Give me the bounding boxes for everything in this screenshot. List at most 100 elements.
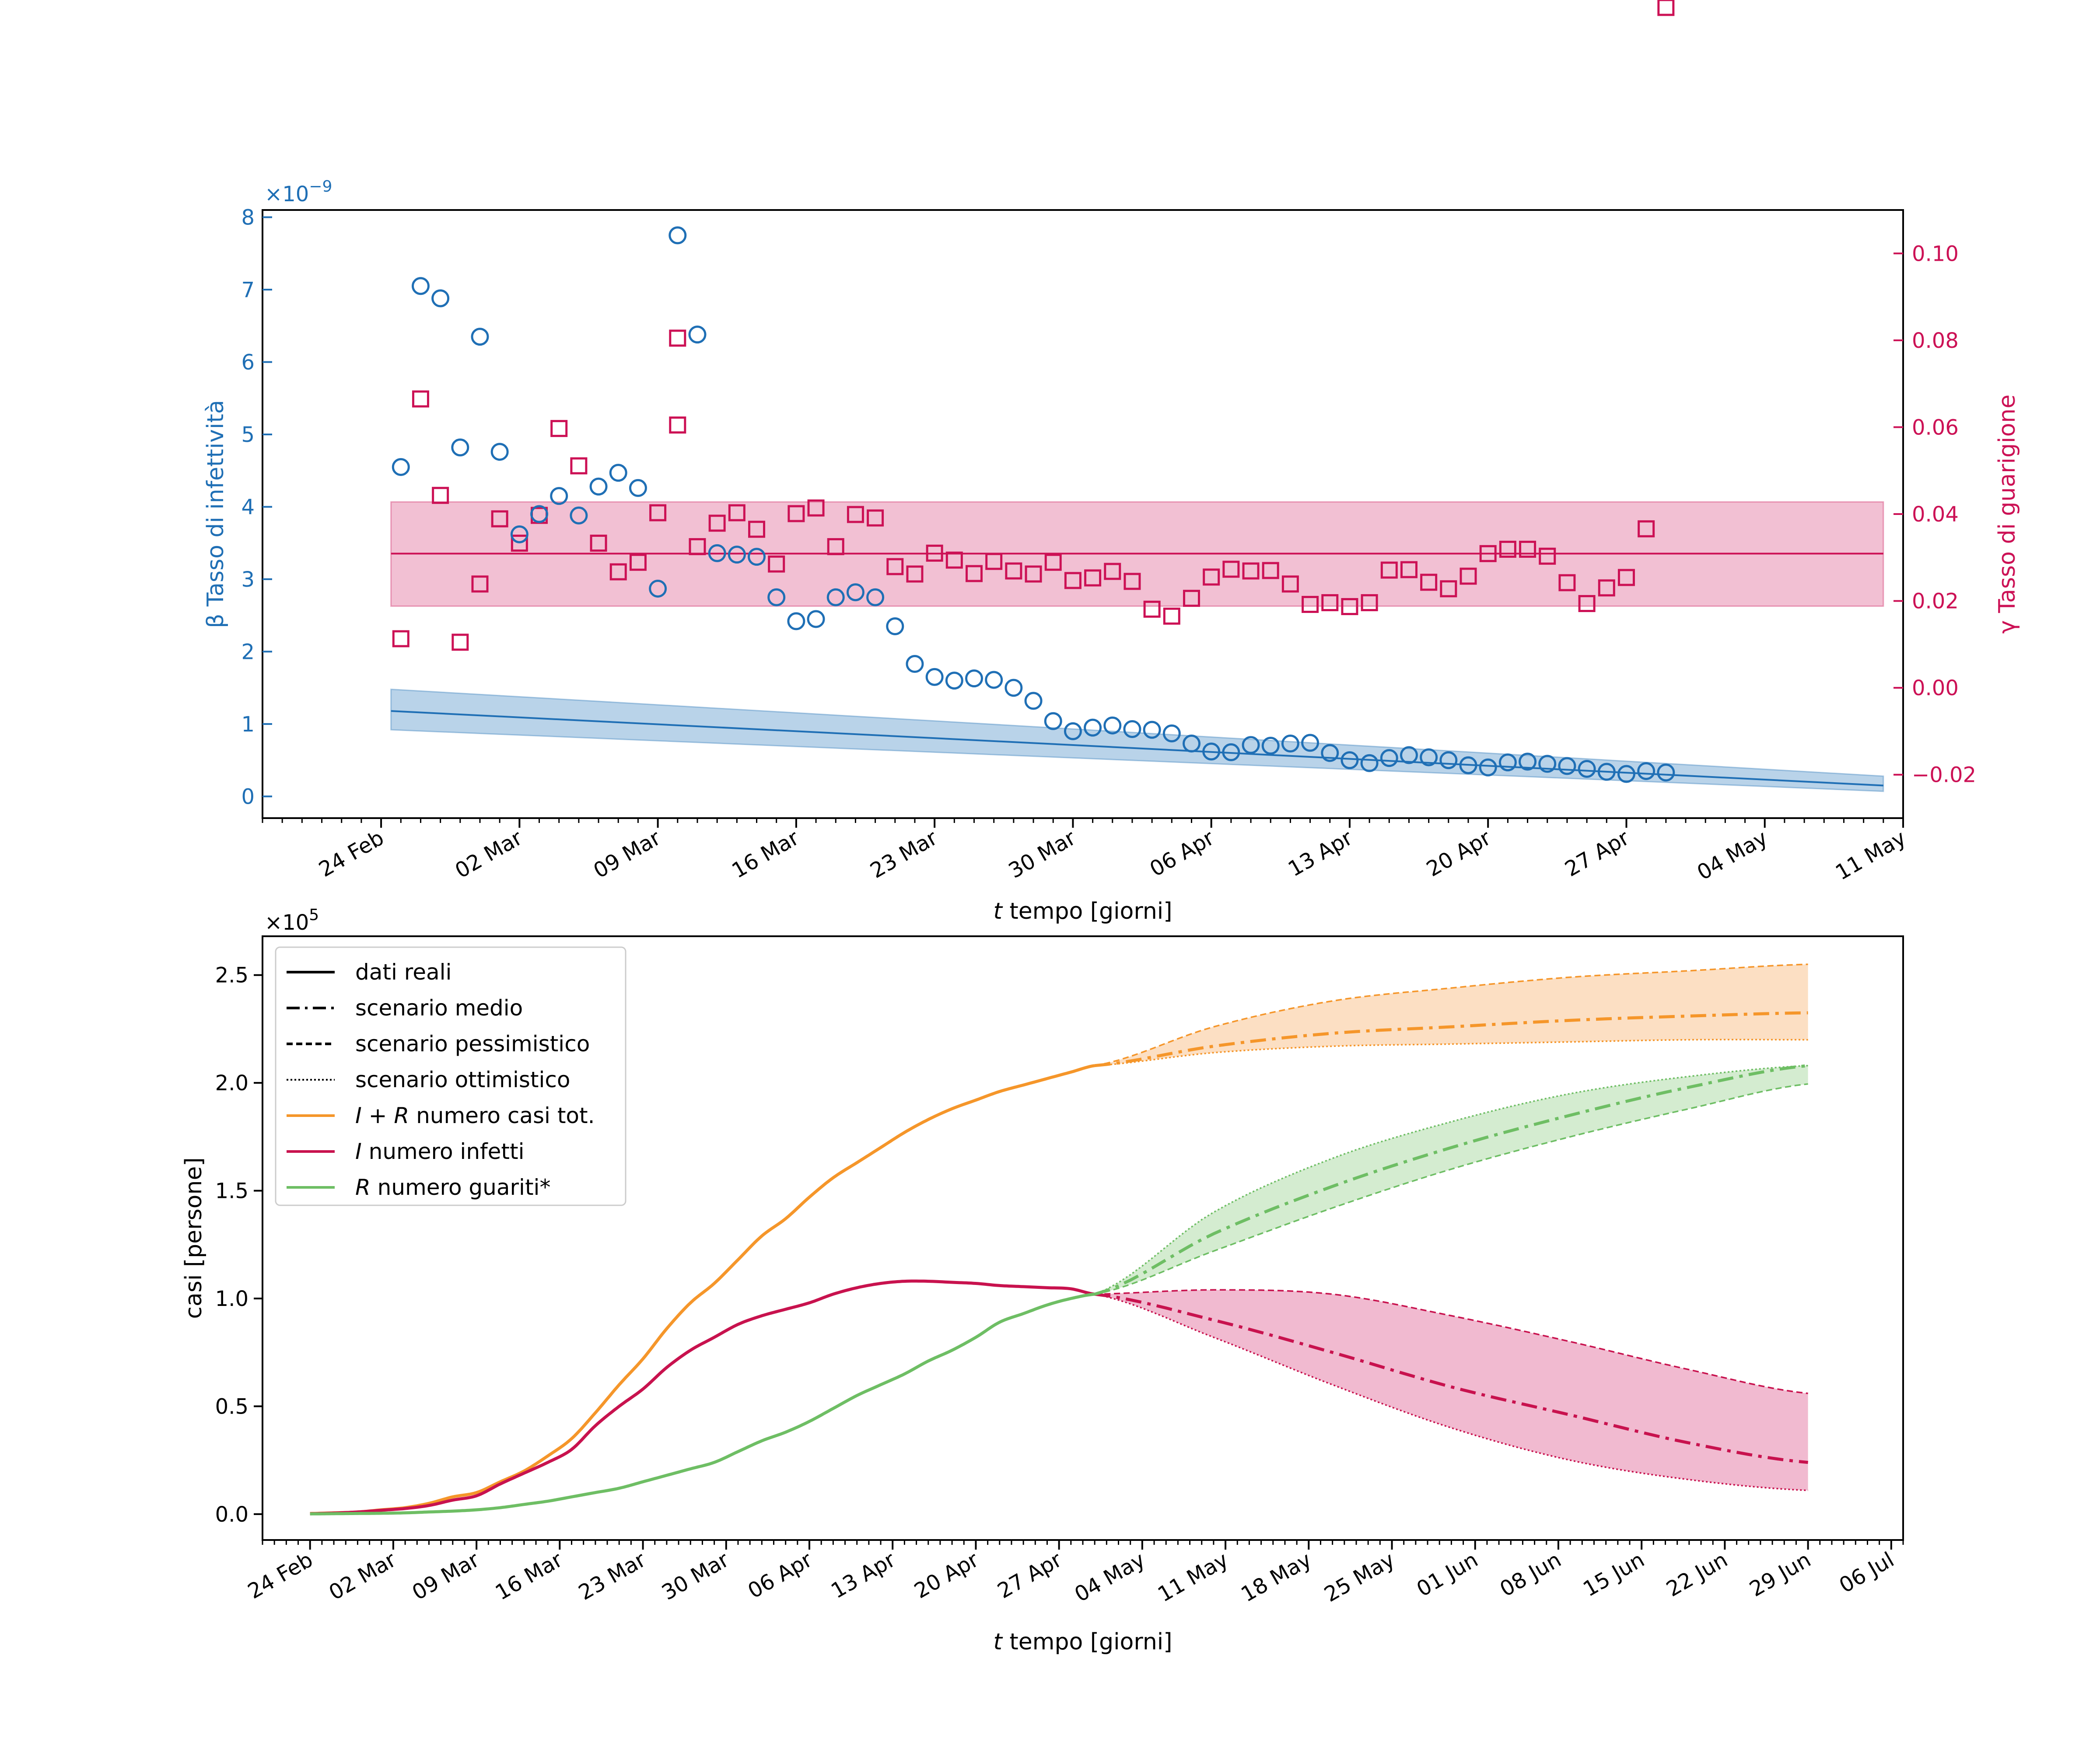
bottom-series-lines	[310, 963, 1808, 1516]
y-tick-label: 2.0	[215, 1071, 248, 1096]
total-cases-pessimistic-line	[1094, 963, 1808, 1067]
top-left-y-axis: 0 1 2 3 4 5 6 7 8	[241, 206, 272, 809]
top-right-y-axis: −0.02 0.00 0.02 0.04 0.06 0.08 0.10	[1894, 242, 1976, 788]
legend: dati reali scenario medio scenario pessimi…	[275, 946, 626, 1206]
beta-point	[629, 479, 647, 497]
gamma-point	[1044, 553, 1062, 571]
beta-point	[1084, 718, 1102, 737]
gamma-point	[1479, 545, 1497, 562]
gamma-point	[452, 634, 469, 651]
gamma-point	[392, 630, 410, 648]
legend-label: scenario ottimistico	[355, 1067, 570, 1092]
beta-point	[490, 443, 509, 461]
beta-point	[1024, 692, 1043, 710]
gamma-point	[788, 505, 805, 522]
top-left-offset: ×10−9	[265, 178, 332, 206]
bottom-y-offset: ×105	[265, 906, 319, 935]
gamma-point	[1143, 600, 1161, 618]
beta-point	[1498, 753, 1517, 772]
beta-point	[1182, 735, 1200, 753]
right-y-tick-label: 0.08	[1912, 329, 1959, 353]
gamma-point	[1222, 560, 1240, 578]
gamma-point	[1440, 580, 1457, 598]
gamma-point	[1124, 573, 1141, 590]
right-y-tick-label: 0.04	[1912, 502, 1959, 527]
recovered-optimistic-line	[1094, 1064, 1808, 1295]
legend-label: R numero guariti*	[355, 1175, 550, 1200]
gamma-point	[827, 538, 844, 555]
gamma-point	[1400, 561, 1418, 578]
right-y-tick-label: −0.02	[1912, 763, 1976, 788]
beta-point	[985, 671, 1003, 689]
beta-point	[1459, 756, 1477, 774]
beta-point	[1123, 720, 1141, 738]
gamma-point	[1005, 562, 1022, 580]
beta-point	[945, 672, 963, 690]
beta-point	[1162, 724, 1181, 742]
gamma-point	[1025, 565, 1042, 583]
gamma-point	[1084, 569, 1102, 587]
y-tick-label: 0.0	[215, 1502, 248, 1527]
gamma-point	[886, 558, 904, 575]
beta-point	[748, 548, 766, 566]
left-y-tick-label: 2	[241, 640, 255, 664]
beta-point	[550, 487, 568, 505]
total-cases-optimistic-line	[1095, 1039, 1808, 1067]
gamma-point	[1281, 575, 1299, 593]
gamma-point	[1321, 594, 1339, 612]
infected-optimistic-line	[1094, 1293, 1808, 1491]
y-tick-label: 2.5	[215, 963, 248, 988]
gamma-point	[689, 538, 706, 555]
left-y-tick-label: 3	[241, 567, 255, 592]
infected-mean-line	[1094, 1292, 1808, 1464]
gamma-point	[1617, 569, 1635, 586]
legend-label: I numero infetti	[355, 1139, 524, 1164]
gamma-point	[1203, 568, 1220, 586]
beta-point	[1340, 751, 1359, 770]
beta-point	[392, 458, 410, 476]
gamma-point	[629, 553, 647, 571]
left-y-tick-label: 8	[241, 206, 255, 230]
bottom-xlabel: t tempo [giorni]	[993, 1629, 1172, 1655]
beta-point	[1558, 757, 1576, 775]
beta-point	[826, 588, 845, 606]
beta-point	[688, 326, 707, 344]
beta-point	[1657, 763, 1675, 782]
beta-point	[965, 669, 984, 688]
beta-band	[390, 688, 1884, 792]
beta-point	[1519, 752, 1537, 771]
beta-point	[668, 226, 687, 245]
beta-point	[1578, 760, 1596, 778]
right-y-tick-label: 0.02	[1912, 589, 1959, 614]
beta-point	[1064, 722, 1082, 740]
top-left-ylabel: β Tasso di infettività	[203, 400, 229, 628]
beta-point	[471, 328, 489, 346]
gamma-point	[1499, 540, 1516, 558]
right-y-tick-label: 0.10	[1912, 242, 1959, 266]
gamma-point	[1064, 572, 1082, 589]
beta-point	[510, 525, 528, 543]
legend-label: I + R numero casi tot.	[355, 1103, 595, 1128]
beta-point	[1103, 716, 1122, 735]
beta-point	[530, 505, 549, 523]
beta-point	[767, 588, 786, 606]
infected-scenario-band	[1095, 1290, 1808, 1491]
recovered-scenario-band	[1095, 1065, 1808, 1295]
gamma-point	[1163, 607, 1180, 625]
gamma-point	[867, 509, 884, 527]
beta-point	[1222, 743, 1240, 761]
gamma-point	[590, 535, 607, 552]
y-tick-label: 1.0	[215, 1287, 248, 1311]
beta-point	[1281, 735, 1299, 753]
gamma-point	[1420, 574, 1438, 591]
gamma-point	[669, 329, 686, 347]
beta-point	[1261, 737, 1280, 755]
beta-point	[451, 438, 469, 457]
gamma-point	[1361, 594, 1378, 612]
top-data-points	[392, 0, 1675, 783]
beta-point	[1637, 762, 1656, 780]
beta-point	[1143, 721, 1161, 739]
gamma-point	[1638, 520, 1655, 538]
gamma-point	[1578, 595, 1596, 612]
top-xlabel: t tempo [giorni]	[993, 898, 1172, 924]
